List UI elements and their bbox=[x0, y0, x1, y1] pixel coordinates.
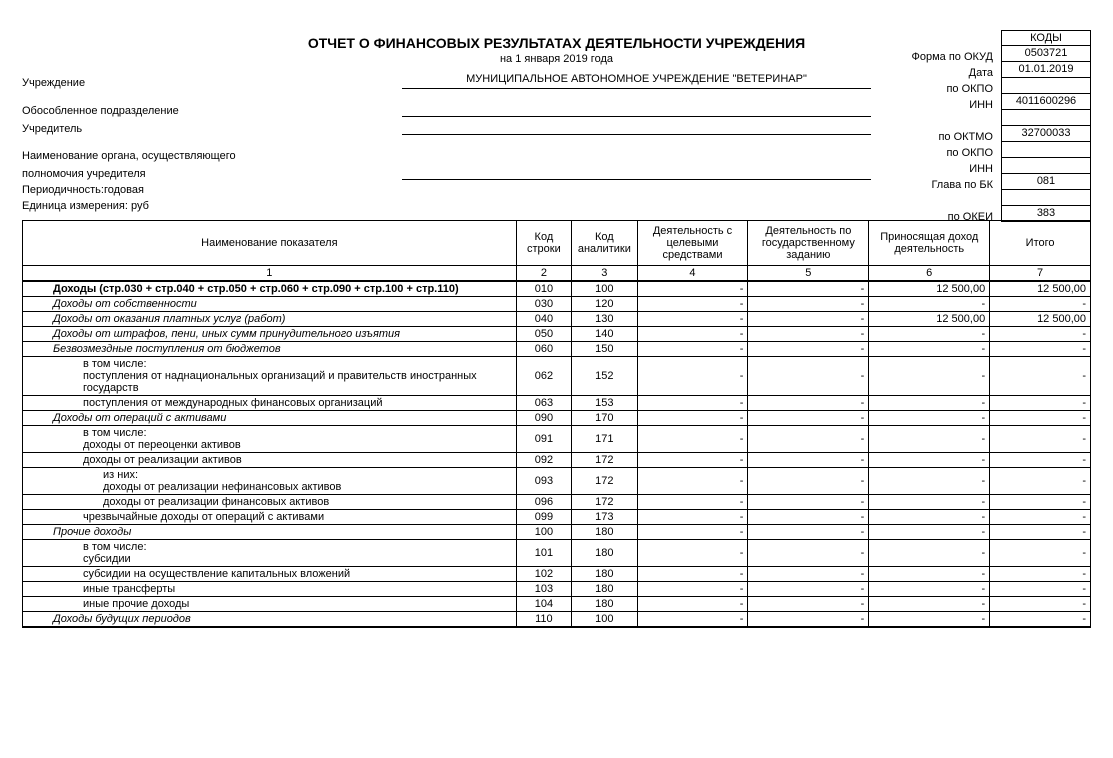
code-label: Форма по ОКУД bbox=[873, 50, 993, 66]
code-label: Глава по БК bbox=[873, 178, 993, 194]
th-anal: Код аналитики bbox=[572, 221, 637, 266]
table-row: в том числе:доходы от переоценки активов… bbox=[23, 426, 1091, 453]
code-label: ИНН bbox=[873, 162, 993, 178]
subdiv-label: Обособленное подразделение bbox=[22, 103, 402, 117]
founder-value bbox=[402, 119, 871, 135]
code-label: по ОКПО bbox=[873, 82, 993, 98]
code-cell bbox=[1001, 190, 1091, 206]
table-row: Прочие доходы100180---- bbox=[23, 525, 1091, 540]
table-row: Доходы (стр.030 + стр.040 + стр.050 + ст… bbox=[23, 281, 1091, 297]
code-cell: 0503721 bbox=[1001, 46, 1091, 62]
table-row: Доходы от оказания платных услуг (работ)… bbox=[23, 312, 1091, 327]
code-cell: 4011600296 bbox=[1001, 94, 1091, 110]
th-v3: Деятельность с целевыми средствами bbox=[637, 221, 748, 266]
th-name: Наименование показателя bbox=[23, 221, 517, 266]
table-row: чрезвычайные доходы от операций с актива… bbox=[23, 510, 1091, 525]
table-row: Доходы будущих периодов110100---- bbox=[23, 612, 1091, 628]
code-cell bbox=[1001, 110, 1091, 126]
table-row: Доходы от собственности030120---- bbox=[23, 297, 1091, 312]
authority-value bbox=[402, 164, 871, 180]
th-v4: Деятельность по государственному заданию bbox=[748, 221, 869, 266]
code-label: по ОКТМО bbox=[873, 130, 993, 146]
table-header-row: Наименование показателя Код строки Код а… bbox=[23, 221, 1091, 266]
table-row: субсидии на осуществление капитальных вл… bbox=[23, 567, 1091, 582]
table-row: Безвозмездные поступления от бюджетов060… bbox=[23, 342, 1091, 357]
table-row: в том числе:поступления от наднациональн… bbox=[23, 357, 1091, 396]
authority-label-1: Наименование органа, осуществляющего bbox=[22, 148, 402, 162]
code-label: Дата bbox=[873, 66, 993, 82]
table-row: доходы от реализации финансовых активов0… bbox=[23, 495, 1091, 510]
table-row: поступления от международных финансовых … bbox=[23, 396, 1091, 411]
code-label: ИНН bbox=[873, 98, 993, 114]
table-row: из них:доходы от реализации нефинансовых… bbox=[23, 468, 1091, 495]
code-cell: 081 bbox=[1001, 174, 1091, 190]
codes-box: КОДЫ 050372101.01.2019 4011600296 32700033… bbox=[1001, 30, 1091, 222]
table-row: иные прочие доходы104180---- bbox=[23, 597, 1091, 612]
code-cell bbox=[1001, 158, 1091, 174]
code-cell bbox=[1001, 78, 1091, 94]
table-row: доходы от реализации активов092172---- bbox=[23, 453, 1091, 468]
codes-caption: КОДЫ bbox=[1001, 30, 1091, 46]
th-v6: Итого bbox=[990, 221, 1091, 266]
th-v5: Приносящая доход деятельность bbox=[869, 221, 990, 266]
code-cell: 383 bbox=[1001, 206, 1091, 222]
table-row: Доходы от операций с активами090170---- bbox=[23, 411, 1091, 426]
codes-labels: Форма по ОКУДДатапо ОКПОИННпо ОКТМОпо ОК… bbox=[873, 50, 993, 226]
code-label bbox=[873, 114, 993, 130]
code-label: по ОКПО bbox=[873, 146, 993, 162]
code-label: по ОКЕИ bbox=[873, 210, 993, 226]
code-cell: 32700033 bbox=[1001, 126, 1091, 142]
institution-value: МУНИЦИПАЛЬНОЕ АВТОНОМНОЕ УЧРЕЖДЕНИЕ "ВЕТ… bbox=[402, 73, 871, 89]
unit-label: Единица измерения: руб bbox=[22, 198, 402, 212]
table-row: в том числе:субсидии101180---- bbox=[23, 540, 1091, 567]
authority-label-2: полномочия учредителя bbox=[22, 166, 402, 180]
institution-label: Учреждение bbox=[22, 75, 402, 89]
periodicity-label: Периодичность:годовая bbox=[22, 182, 402, 196]
report-title: ОТЧЕТ О ФИНАНСОВЫХ РЕЗУЛЬТАТАХ ДЕЯТЕЛЬНО… bbox=[22, 35, 1091, 51]
table-row: иные трансферты103180---- bbox=[23, 582, 1091, 597]
table-row: Доходы от штрафов, пени, иных сумм прину… bbox=[23, 327, 1091, 342]
table-colnum-row: 1 2 3 4 5 6 7 bbox=[23, 266, 1091, 282]
code-cell: 01.01.2019 bbox=[1001, 62, 1091, 78]
th-code: Код строки bbox=[516, 221, 571, 266]
subdiv-value bbox=[402, 101, 871, 117]
code-cell bbox=[1001, 142, 1091, 158]
code-label bbox=[873, 194, 993, 210]
financial-table: Наименование показателя Код строки Код а… bbox=[22, 220, 1091, 628]
founder-label: Учредитель bbox=[22, 121, 402, 135]
